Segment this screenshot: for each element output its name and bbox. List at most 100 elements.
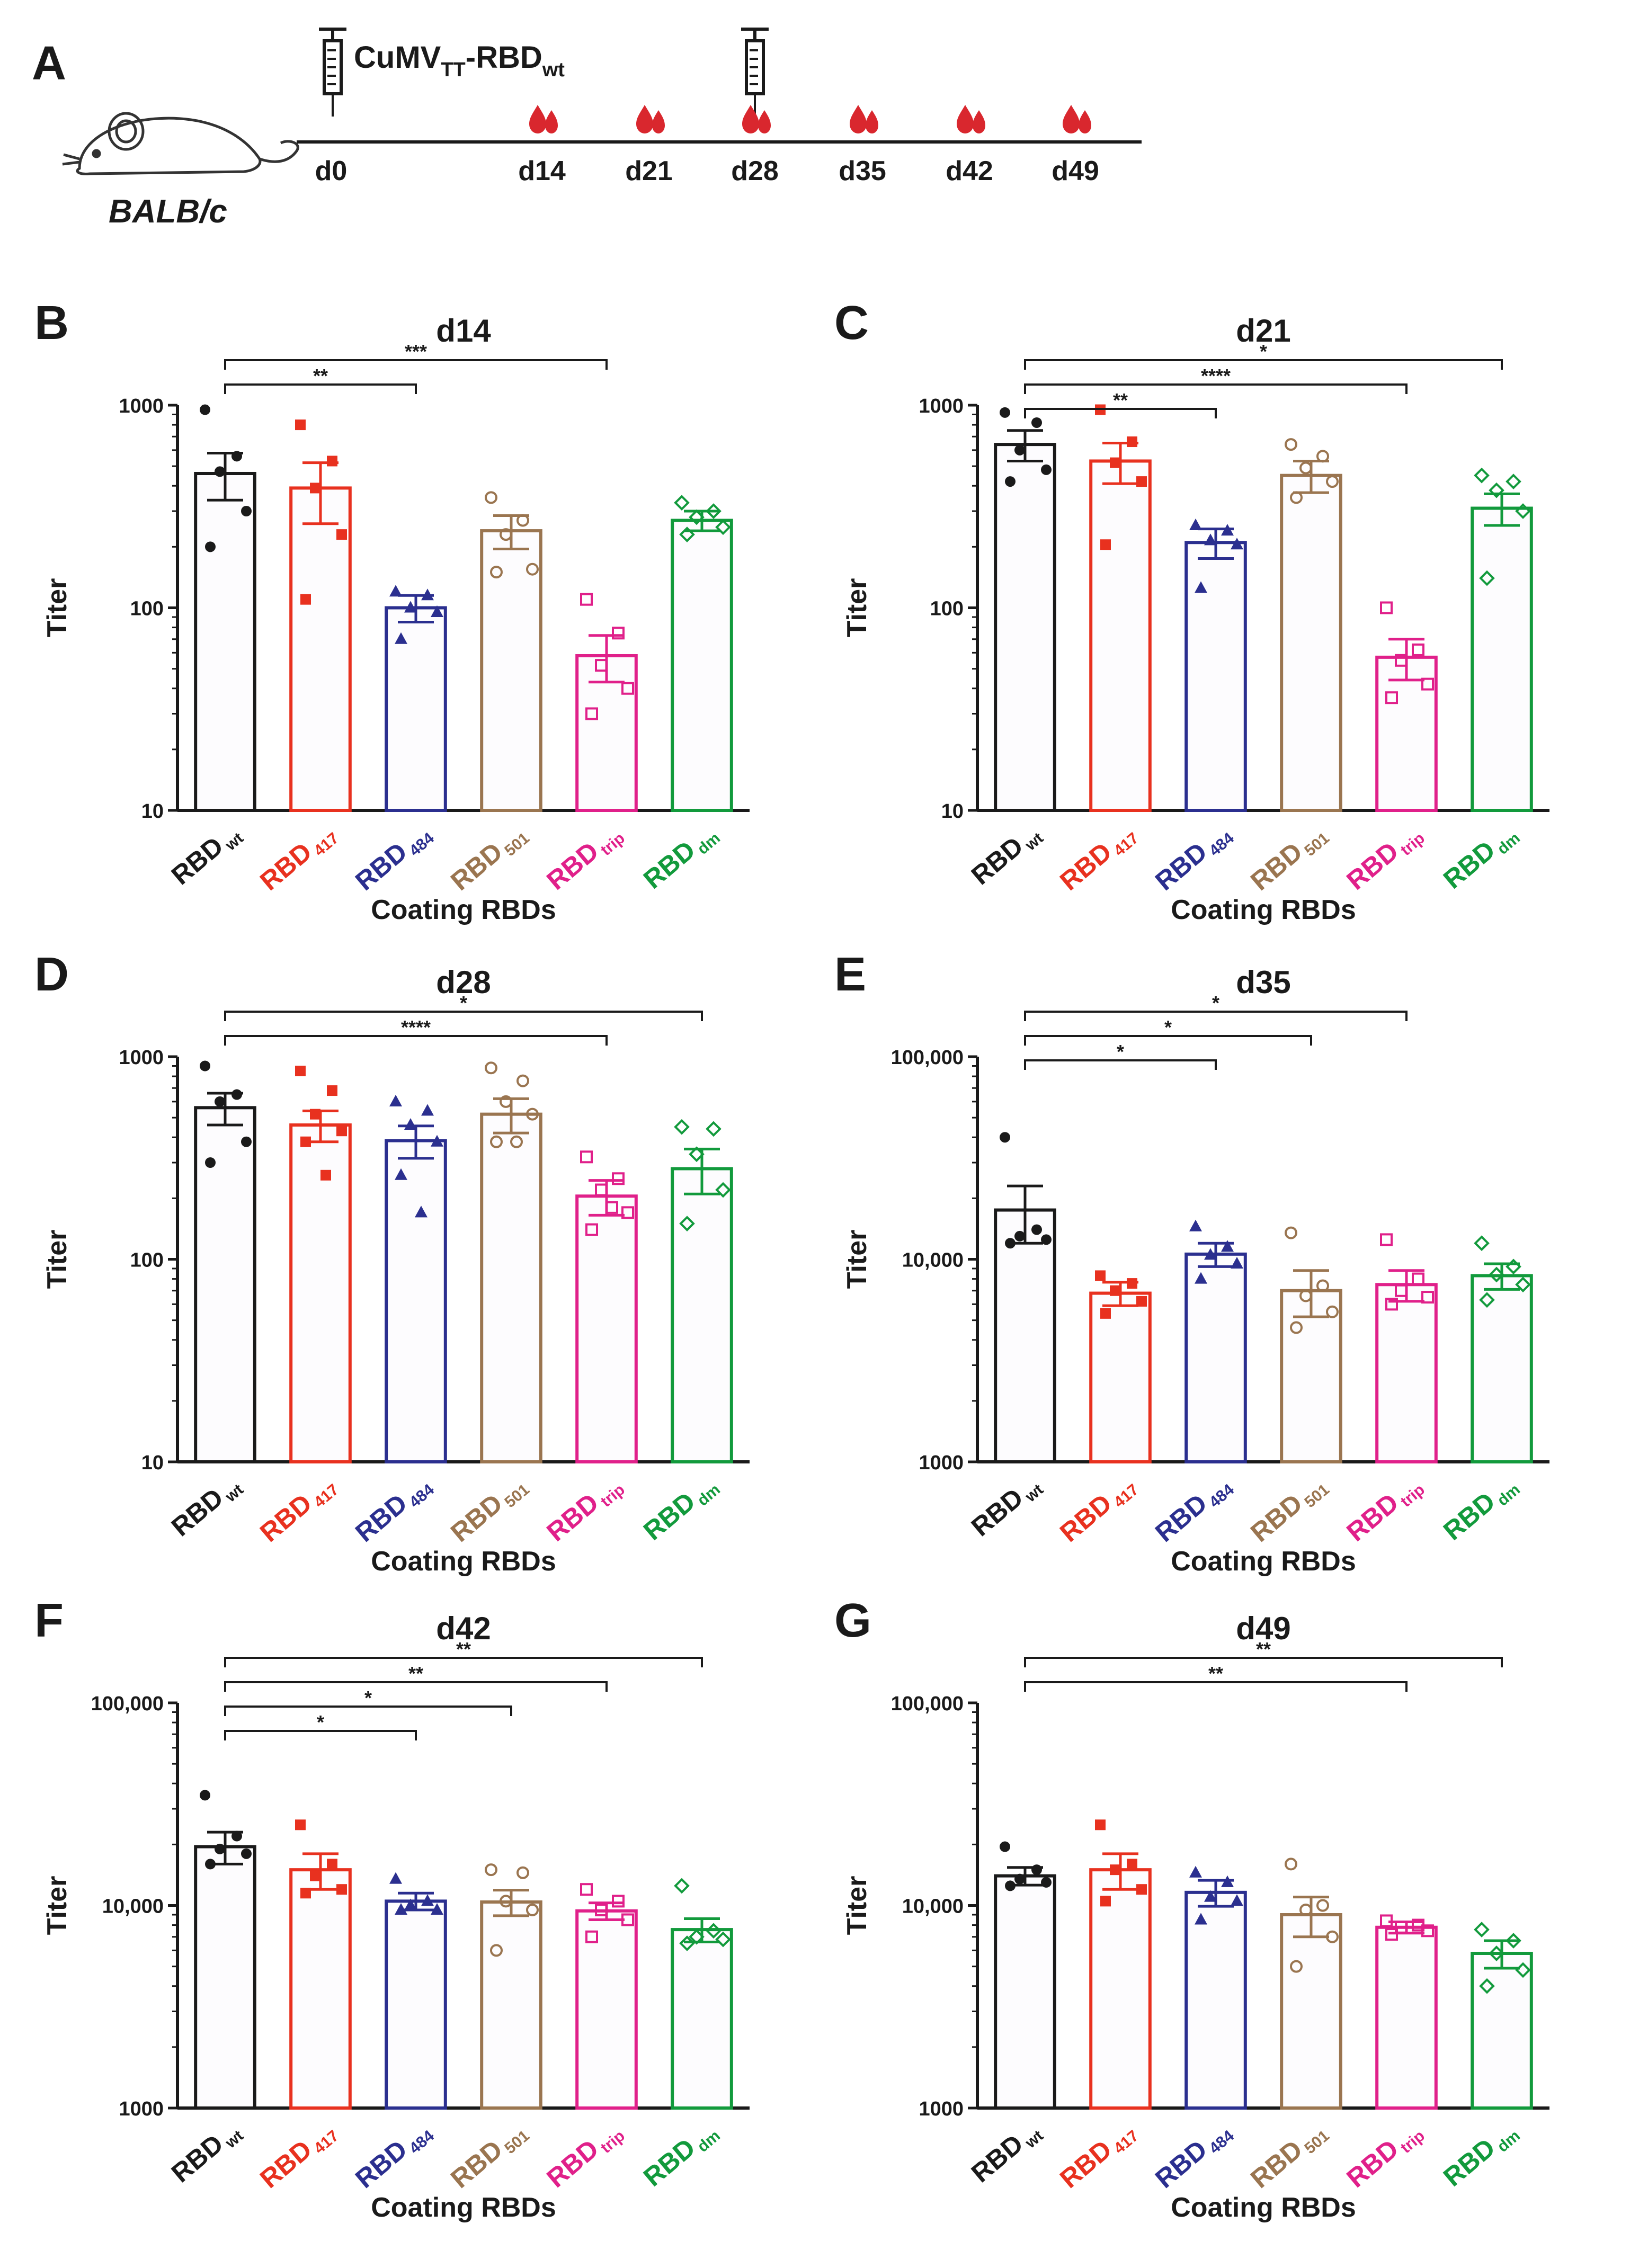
data-point	[1385, 1928, 1398, 1941]
bar-rbd-417	[1089, 1868, 1152, 2110]
data-point	[500, 1095, 512, 1108]
bar-rbd-dm	[671, 1928, 733, 2110]
data-point	[389, 1872, 402, 1884]
x-tick-label: RBD417	[254, 1469, 342, 1550]
x-tick-label: RBDdm	[638, 818, 724, 897]
timeline-day-labels: d0 d14 d21 d28 d35 d42 d49	[315, 156, 1099, 186]
significance-bracket	[224, 1706, 512, 1716]
significance-label: *	[364, 1687, 372, 1709]
data-point	[336, 529, 347, 540]
data-point	[679, 1216, 695, 1231]
x-tick-label: RBDwt	[166, 818, 247, 893]
bar-rbd-trip	[575, 1194, 638, 1463]
data-point	[485, 491, 497, 504]
bar-rbd-dm	[1471, 1274, 1533, 1463]
bar-rbd-501	[1280, 1289, 1342, 1463]
bar-rbd-wt	[194, 1106, 256, 1464]
data-point	[1136, 1884, 1147, 1895]
bar-rbd-484	[385, 1139, 447, 1463]
data-point	[689, 1146, 705, 1162]
bar-rbd-trip	[575, 1909, 638, 2110]
y-axis-label: Titer	[42, 1876, 73, 1935]
x-tick-label: RBD417	[254, 2115, 342, 2196]
data-point	[674, 1119, 690, 1135]
data-point	[674, 495, 690, 511]
chart-title: d42	[436, 1611, 491, 1646]
data-point	[1189, 518, 1202, 530]
data-point	[1515, 1962, 1531, 1978]
data-point	[510, 1135, 523, 1148]
data-point	[300, 1136, 311, 1147]
syringe-icon	[741, 28, 769, 117]
data-point	[1000, 1841, 1010, 1852]
data-point	[1326, 1305, 1339, 1318]
bar-rbd-484	[385, 1899, 447, 2110]
data-point	[300, 1888, 311, 1899]
data-point	[310, 1109, 320, 1120]
chart-title: d28	[436, 965, 491, 1000]
bar-rbd-dm	[1471, 1951, 1533, 2110]
timeline-day-d14: d14	[518, 156, 566, 186]
bar-rbd-417	[1089, 459, 1152, 812]
data-point	[1127, 1278, 1137, 1289]
significance-bracket	[224, 1681, 608, 1692]
bar-rbd-dm	[1471, 506, 1533, 812]
significance-label: ****	[401, 1016, 431, 1038]
data-point	[500, 528, 512, 541]
data-point	[1385, 691, 1398, 704]
data-point	[1136, 476, 1147, 487]
x-tick-label: RBD501	[1245, 1469, 1333, 1550]
data-point	[300, 594, 311, 605]
bar-rbd-417	[289, 1868, 352, 2110]
y-tick-label: 100,000	[91, 1693, 164, 1715]
data-point	[1316, 1279, 1329, 1292]
data-point	[336, 1126, 347, 1137]
data-point	[1014, 444, 1025, 456]
data-point	[295, 1065, 306, 1076]
data-point	[320, 1169, 331, 1181]
significance-bracket	[224, 1657, 703, 1667]
data-point	[585, 1930, 598, 1943]
chart-title: d21	[1236, 313, 1290, 349]
mouse-icon	[62, 112, 299, 175]
data-point	[1005, 1880, 1016, 1891]
data-point	[580, 593, 593, 606]
data-point	[1299, 1904, 1312, 1917]
significance-label: **	[1208, 1663, 1223, 1684]
data-point	[1299, 1289, 1312, 1302]
data-point	[327, 1859, 337, 1870]
data-point	[336, 1884, 347, 1895]
data-point	[1041, 1877, 1052, 1888]
chart-title: d35	[1236, 965, 1290, 1000]
bar-rbd-484	[385, 606, 447, 812]
bar-rbd-501	[1280, 474, 1342, 812]
data-point	[1506, 474, 1521, 489]
x-tick-label: RBD417	[1054, 2115, 1142, 2196]
data-point	[231, 1831, 242, 1842]
data-point	[715, 1182, 731, 1198]
data-point	[1479, 570, 1495, 586]
panel-label-b: B	[34, 297, 69, 350]
bar-rbd-484	[1184, 1890, 1247, 2110]
bar-rbd-trip	[1375, 1283, 1438, 1463]
x-axis-label: Coating RBDs	[371, 895, 556, 925]
x-tick-label: RBD417	[254, 818, 342, 899]
timeline-day-d42: d42	[946, 156, 993, 186]
significance-label: **	[1113, 389, 1128, 411]
data-point	[1515, 1276, 1531, 1293]
x-tick-label: RBDwt	[966, 1469, 1047, 1544]
data-point	[595, 1183, 608, 1196]
x-tick-label: RBD484	[1150, 1469, 1237, 1550]
data-point	[1515, 503, 1531, 519]
data-point	[404, 1118, 417, 1130]
panel-label-g: G	[834, 1594, 871, 1647]
significance-label: *	[460, 992, 467, 1014]
y-tick-label: 1000	[919, 1452, 964, 1474]
bar-rbd-wt	[994, 443, 1056, 812]
panel-label-d: D	[34, 948, 69, 1001]
significance-bracket	[1024, 1657, 1503, 1667]
x-tick-label: RBDtrip	[541, 2115, 628, 2196]
data-point	[1127, 436, 1137, 448]
